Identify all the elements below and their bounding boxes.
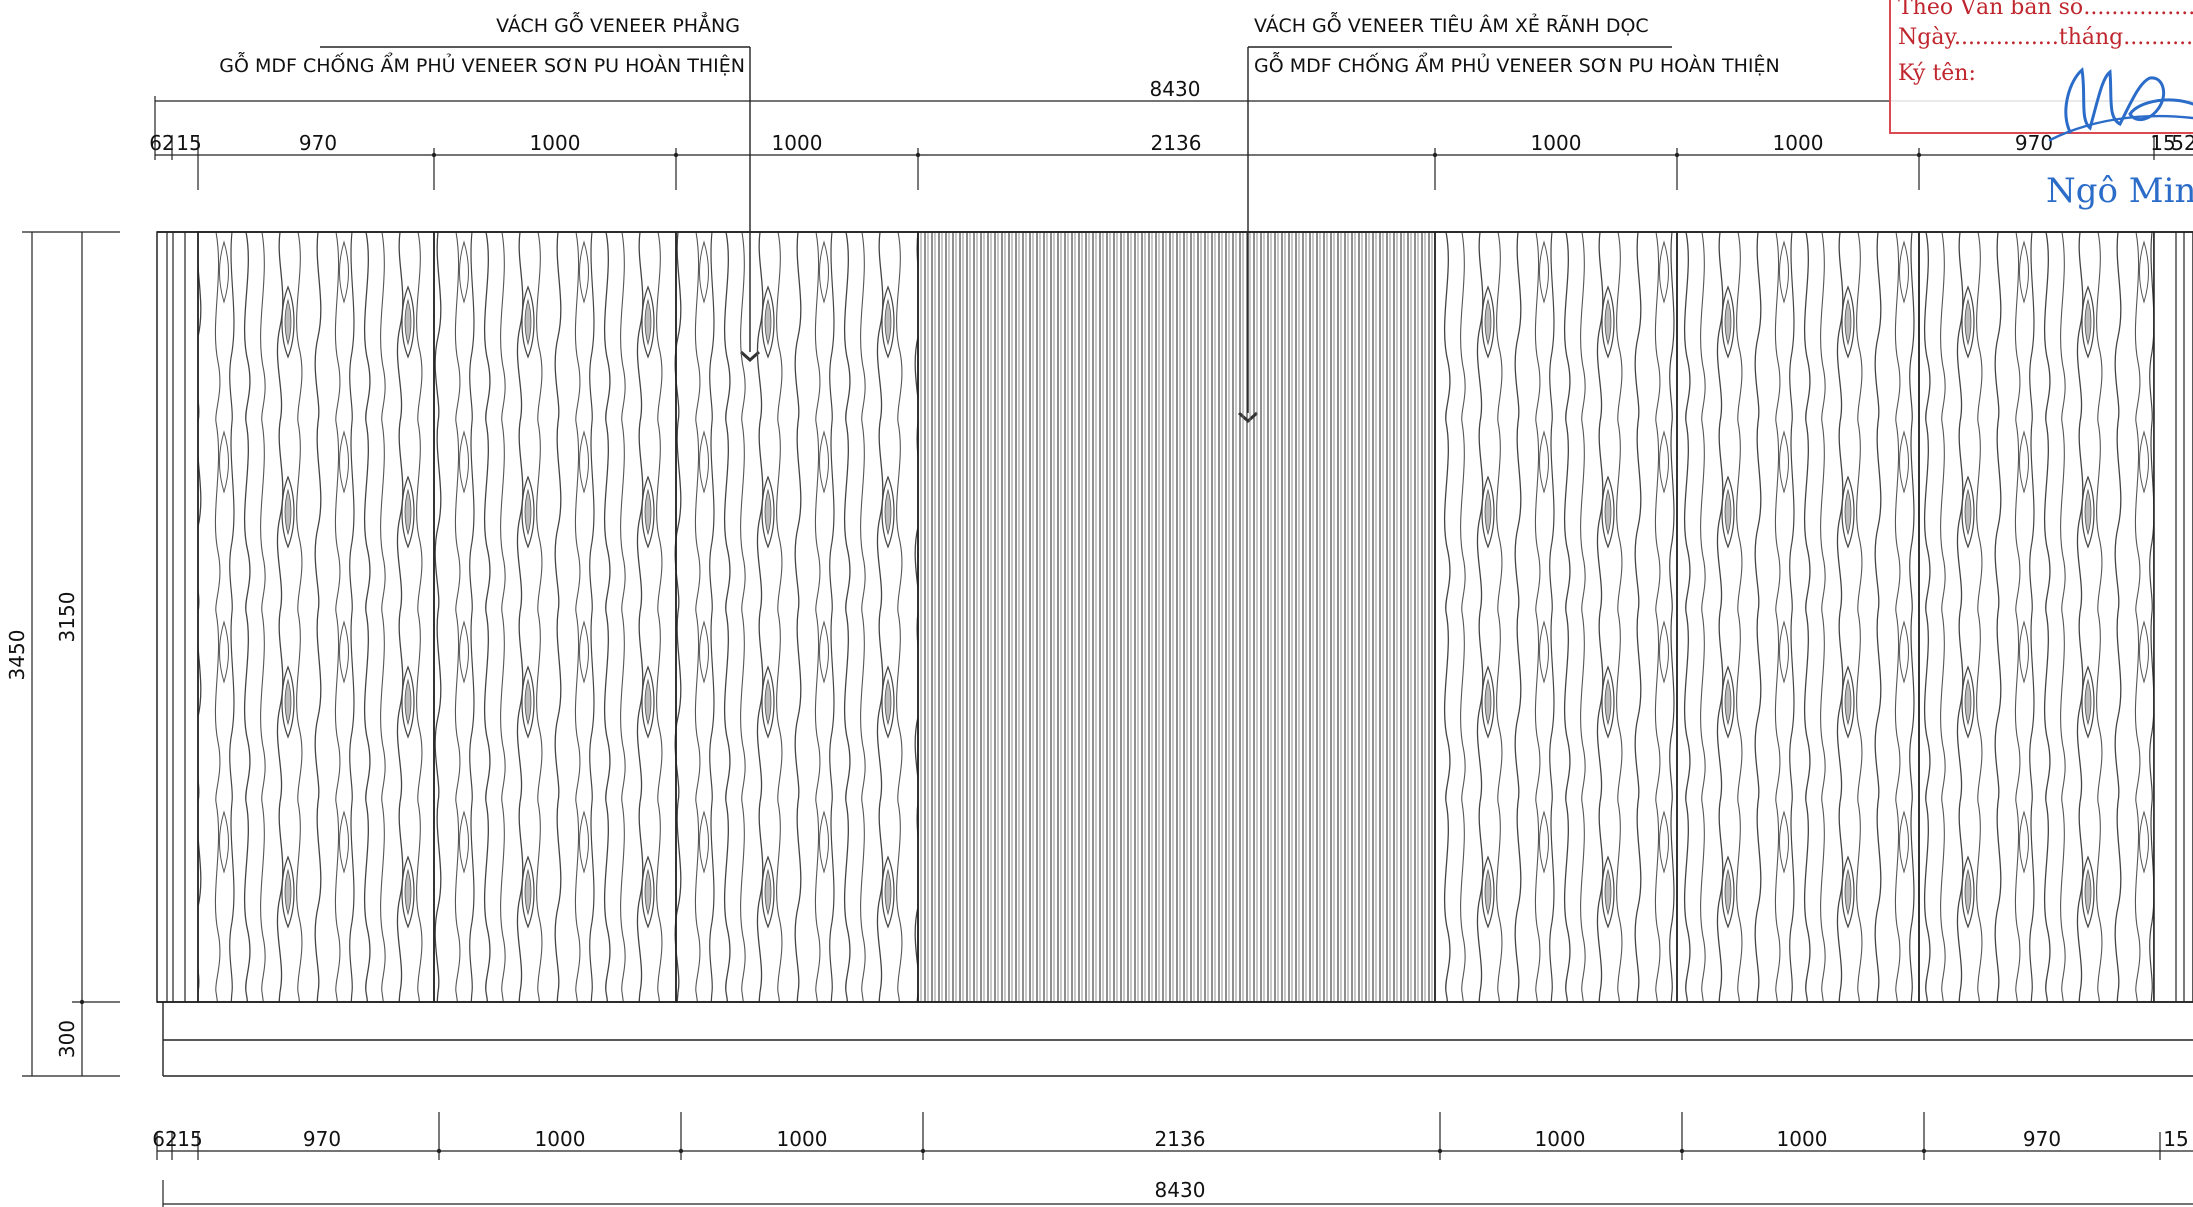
acoustic-grooved-panel (917, 231, 1436, 1003)
top-seg-1000d: 1000 (1773, 131, 1824, 155)
top-seg-2136: 2136 (1151, 131, 1202, 155)
top-total-label: 8430 (1150, 77, 1201, 101)
veneer-panel-2 (433, 231, 677, 1003)
bottom-seg-970b: 970 (2023, 1127, 2061, 1151)
bottom-seg-2136: 2136 (1155, 1127, 1206, 1151)
top-seg-1000c: 1000 (1531, 131, 1582, 155)
callout-2-title: VÁCH GỖ VENEER TIÊU ÂM XẺ RÃNH DỌC (1254, 11, 1649, 37)
bottom-total-label: 8430 (1155, 1178, 1206, 1202)
bottom-seg-1000b: 1000 (777, 1127, 828, 1151)
bottom-seg-1000a: 1000 (535, 1127, 586, 1151)
top-seg-62: 62 (149, 131, 174, 155)
base-skirting (162, 1002, 2193, 1077)
bottom-seg-970: 970 (303, 1127, 341, 1151)
top-seg-1000b: 1000 (772, 131, 823, 155)
bottom-seg-15: 15 (177, 1127, 202, 1151)
top-dimension-overall: 8430 (154, 77, 2193, 145)
stamp-line-3: Ký tên: (1898, 61, 1976, 86)
left-base-label: 300 (55, 1020, 79, 1058)
bottom-seg-1000c: 1000 (1535, 1127, 1586, 1151)
stamp-line-2: Ngày...............tháng...........n (1898, 25, 2193, 50)
callout-2-material: GỖ MDF CHỐNG ẨM PHỦ VENEER SƠN PU HOÀN T… (1254, 51, 1780, 77)
top-seg-15b: 15 (2150, 131, 2175, 155)
veneer-panel-3 (675, 231, 919, 1003)
left-dimensions: 3450 3150 300 (5, 231, 120, 1077)
bottom-seg-15b: 15 (2163, 1127, 2188, 1151)
bottom-seg-62: 62 (152, 1127, 177, 1151)
signature (2064, 67, 2193, 134)
veneer-panel-4 (1434, 231, 1678, 1003)
top-seg-1000a: 1000 (530, 131, 581, 155)
veneer-panel-1 (197, 231, 435, 1003)
wall-panel (156, 231, 2193, 1003)
bottom-dimension-chain: 62 15 970 1000 1000 2136 1000 1000 970 1… (152, 1112, 2193, 1160)
left-panel-label: 3150 (55, 592, 79, 643)
top-seg-52: 52 (2171, 131, 2193, 155)
signer-name: Ngô Min (2046, 171, 2193, 211)
approval-stamp: Theo Văn bản số.........................… (1889, 0, 2193, 211)
bottom-seg-1000d: 1000 (1777, 1127, 1828, 1151)
bottom-dimension-overall: 8430 (162, 1178, 2193, 1207)
veneer-panel-6 (1918, 231, 2155, 1003)
stamp-line-1: Theo Văn bản số......................... (1898, 0, 2193, 20)
top-dimension-chain: 62 15 970 1000 1000 2136 1000 1000 970 1… (149, 131, 2193, 190)
left-overall-label: 3450 (5, 630, 29, 681)
callout-1-title: VÁCH GỖ VENEER PHẲNG (496, 11, 740, 37)
top-seg-970: 970 (299, 131, 337, 155)
veneer-panel-5 (1676, 231, 1920, 1003)
top-seg-970b: 970 (2015, 131, 2053, 155)
top-seg-15: 15 (176, 131, 201, 155)
callout-1-material: GỖ MDF CHỐNG ẨM PHỦ VENEER SƠN PU HOÀN T… (219, 51, 745, 77)
